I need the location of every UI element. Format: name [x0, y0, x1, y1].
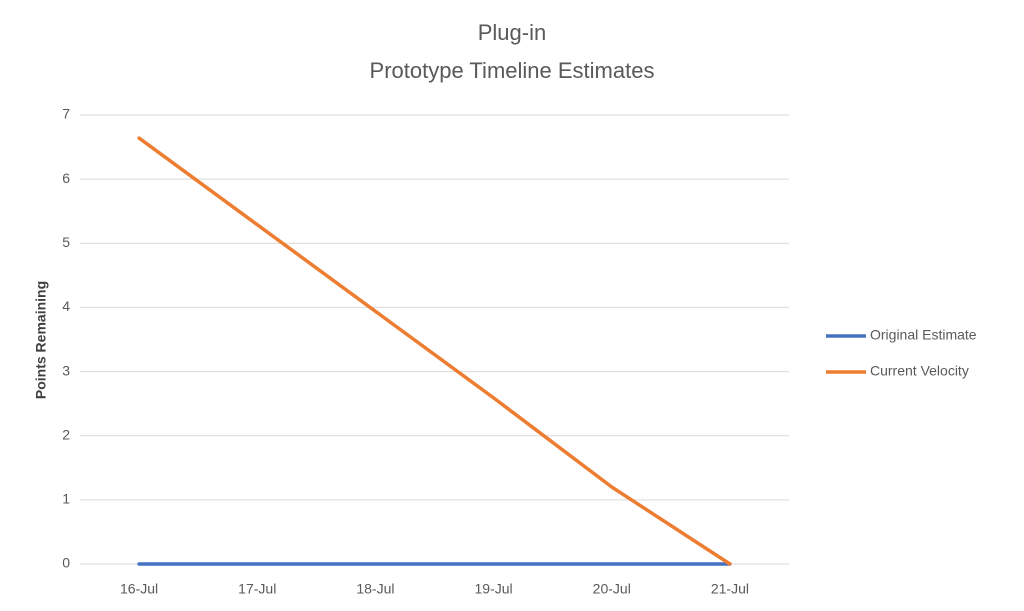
- legend-label: Current Velocity: [870, 363, 969, 379]
- y-tick-label: 7: [62, 106, 70, 122]
- y-axis-label: Points Remaining: [33, 281, 49, 399]
- chart-title: Plug-in: [478, 20, 546, 45]
- y-tick-label: 1: [62, 491, 70, 507]
- y-tick-label: 2: [62, 426, 70, 442]
- chart-subtitle: Prototype Timeline Estimates: [370, 58, 655, 83]
- y-tick-label: 4: [62, 298, 70, 314]
- x-tick-label: 16-Jul: [120, 581, 158, 597]
- x-tick-label: 21-Jul: [711, 581, 749, 597]
- x-tick-label: 19-Jul: [475, 581, 513, 597]
- x-tick-label: 18-Jul: [356, 581, 394, 597]
- y-tick-label: 3: [62, 362, 70, 378]
- y-tick-label: 5: [62, 234, 70, 250]
- y-tick-label: 6: [62, 170, 70, 186]
- x-tick-label: 17-Jul: [238, 581, 276, 597]
- y-tick-label: 0: [62, 555, 70, 571]
- x-tick-label: 20-Jul: [593, 581, 631, 597]
- legend-label: Original Estimate: [870, 327, 977, 343]
- series-line: [137, 136, 732, 566]
